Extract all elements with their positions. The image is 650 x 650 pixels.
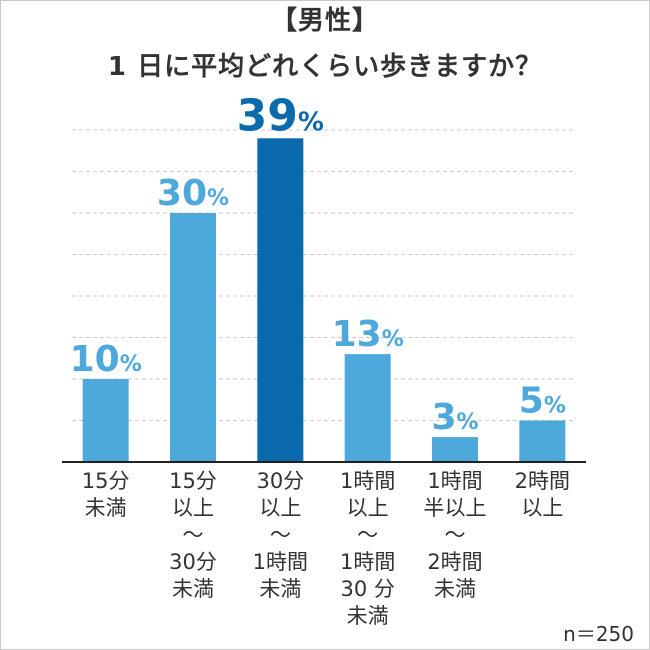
bar: [170, 213, 216, 462]
category-label: 未満: [347, 604, 389, 628]
category-label: 2時間: [515, 469, 570, 493]
bar: [257, 138, 304, 463]
category-label: 〜: [270, 523, 291, 547]
category-label: 未満: [434, 577, 476, 601]
category-label: 2時間: [427, 550, 482, 574]
category-label: 未満: [259, 577, 301, 601]
category-label: 以上: [521, 496, 563, 520]
category-label: 1時間: [340, 469, 395, 493]
category-label: 〜: [357, 523, 378, 547]
category-label: 〜: [445, 523, 466, 547]
chart-subtitle: 1 日に平均どれくらい歩きますか？: [107, 52, 543, 82]
category-label: 30分: [169, 550, 217, 574]
bar: [519, 420, 566, 462]
sample-size-note: n＝250: [563, 622, 634, 646]
data-label: 39%: [237, 90, 324, 141]
bar: [432, 437, 478, 462]
category-label: 30分: [256, 469, 304, 493]
chart-title: 【男性】: [270, 6, 379, 36]
category-label: 1時間: [253, 550, 308, 574]
category-label: 以上: [347, 496, 389, 520]
category-label: 未満: [85, 496, 127, 520]
data-label: 5%: [519, 381, 566, 422]
data-label: 13%: [332, 314, 404, 355]
category-label: 1時間: [427, 469, 482, 493]
category-label: 15分: [169, 469, 217, 493]
category-label: 未満: [172, 577, 214, 601]
category-label: 1時間: [340, 550, 395, 574]
category-label: 30 分: [340, 577, 394, 601]
data-label: 10%: [70, 339, 142, 380]
category-label: 半以上: [424, 496, 487, 520]
category-label: 〜: [183, 523, 204, 547]
data-label: 30%: [157, 173, 229, 214]
data-label: 3%: [431, 397, 478, 438]
category-label: 以上: [259, 496, 301, 520]
category-label: 15分: [82, 469, 130, 493]
bar: [82, 379, 129, 462]
category-label: 以上: [172, 496, 214, 520]
bar: [344, 354, 391, 462]
